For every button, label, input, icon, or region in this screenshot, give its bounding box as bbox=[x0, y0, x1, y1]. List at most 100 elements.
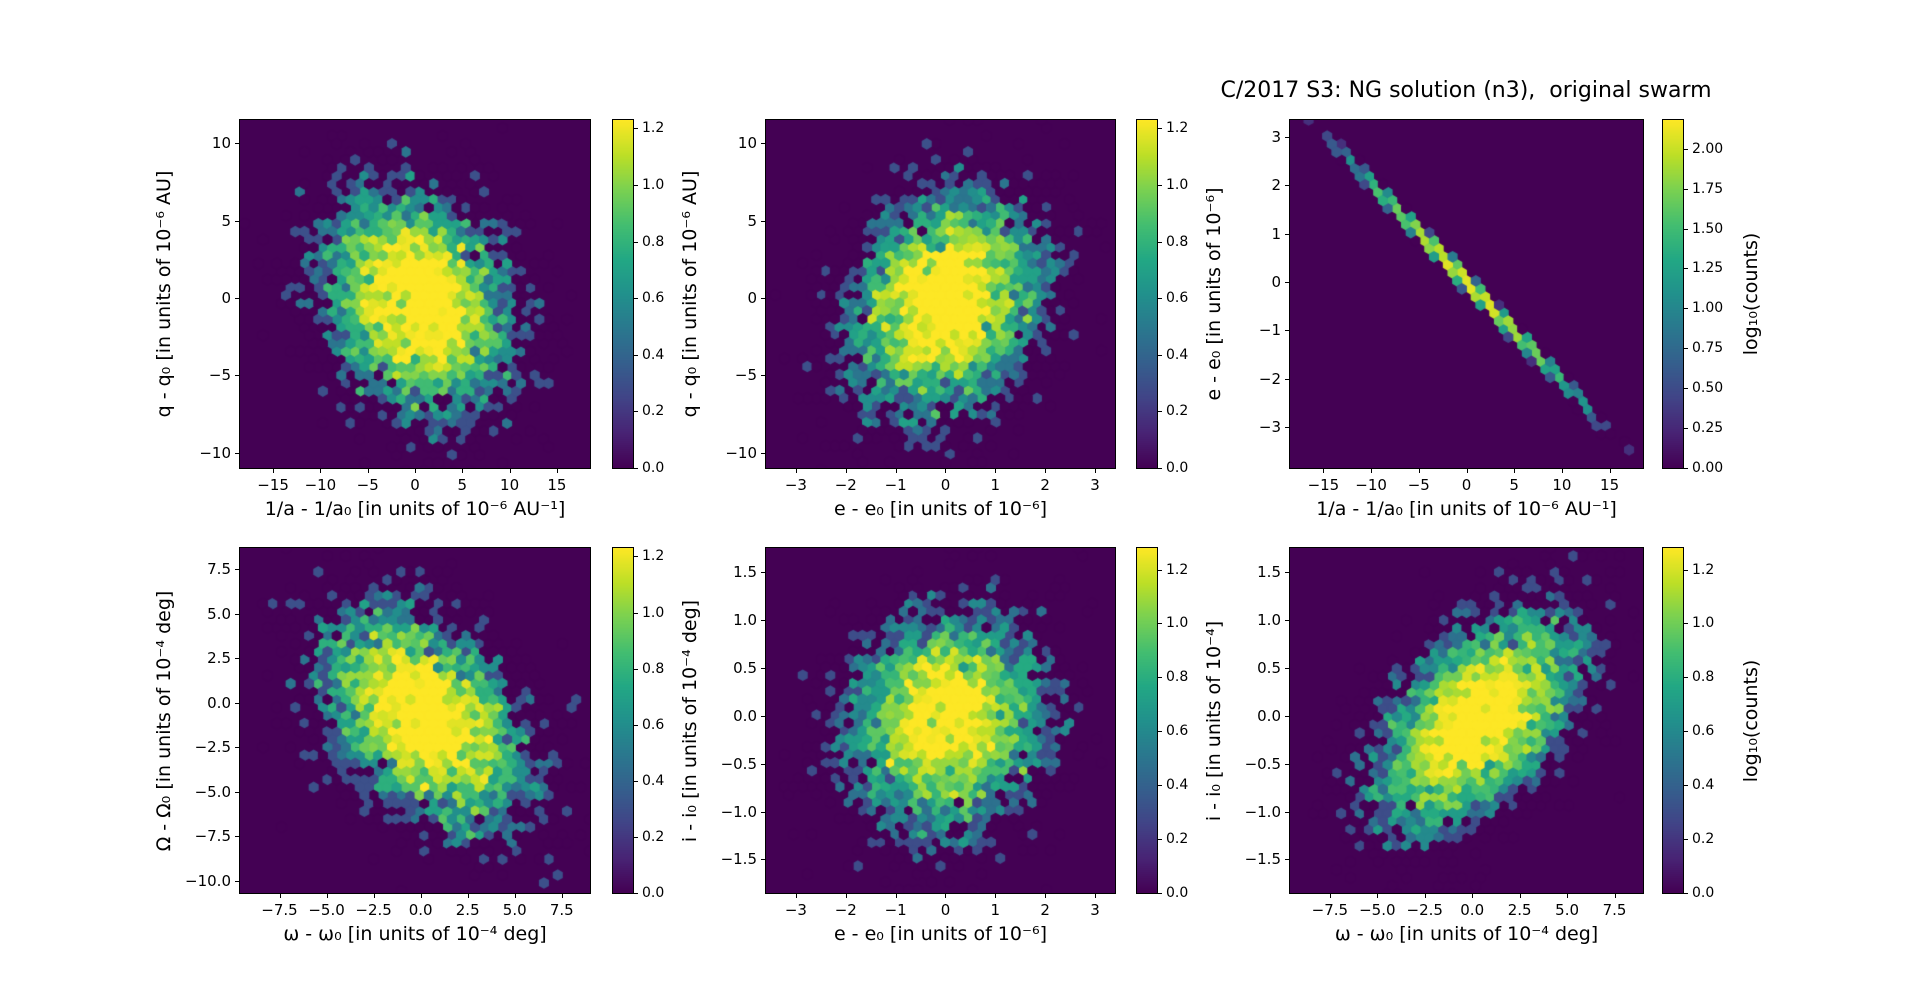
colorbar-tickmark bbox=[1683, 188, 1688, 190]
y-ticklabel: −1.5 bbox=[1244, 850, 1281, 869]
y-tickmark bbox=[761, 619, 766, 621]
y-tickmark bbox=[235, 220, 240, 222]
y-tickmark bbox=[1285, 233, 1290, 235]
x-ticklabel: 15 bbox=[547, 476, 567, 494]
hexbin-panel-q-vs-inva bbox=[239, 119, 591, 469]
colorbar-ticklabel: 1.2 bbox=[1166, 561, 1189, 578]
colorbar-gradient-q-vs-e bbox=[1137, 120, 1157, 468]
x-ticklabel: −10 bbox=[1355, 476, 1387, 494]
colorbar-ticklabel: 1.50 bbox=[1692, 220, 1724, 237]
colorbar-ticklabel: 0.50 bbox=[1692, 380, 1724, 397]
colorbar-tickmark bbox=[633, 128, 638, 130]
x-ticklabel: −10 bbox=[304, 476, 337, 494]
y-tickmark bbox=[761, 859, 766, 861]
y-ticklabel: 5 bbox=[221, 211, 231, 230]
colorbar-ticklabel: 0.2 bbox=[1692, 831, 1715, 848]
y-ticklabel: −2 bbox=[1258, 369, 1281, 388]
colorbar-ticklabel: 1.0 bbox=[642, 604, 665, 621]
x-tickmark bbox=[795, 468, 797, 473]
colorbar-tickmark bbox=[1157, 411, 1162, 413]
x-tickmark bbox=[1329, 893, 1331, 898]
x-ticklabel: 7.5 bbox=[549, 901, 574, 919]
x-ticklabel: −1 bbox=[884, 901, 907, 919]
hexbin-panel-i-vs-e bbox=[765, 547, 1116, 894]
colorbar-tickmark bbox=[1157, 185, 1162, 187]
y-ticklabel: −0.5 bbox=[1244, 754, 1281, 773]
x-ticklabel: 3 bbox=[1090, 476, 1100, 494]
x-ticklabel: −1 bbox=[884, 476, 907, 494]
colorbar-ticklabel: 0.8 bbox=[1166, 669, 1189, 686]
y-tickmark bbox=[235, 658, 240, 660]
y-ticklabel: −10 bbox=[725, 443, 757, 462]
colorbar-ticklabel: 0.2 bbox=[642, 403, 665, 420]
colorbar-ticklabel: 0.4 bbox=[642, 772, 665, 789]
colorbar-ticklabel: 1.00 bbox=[1692, 300, 1724, 317]
y-tickmark bbox=[1285, 571, 1290, 573]
y-tickmark bbox=[1285, 619, 1290, 621]
colorbar-tickmark bbox=[1157, 623, 1162, 625]
x-ticklabel: 0 bbox=[940, 476, 951, 494]
x-ticklabel: 0.0 bbox=[1460, 901, 1485, 919]
x-tickmark bbox=[945, 468, 947, 473]
colorbar-tickmark bbox=[1683, 428, 1688, 430]
colorbar-Omega-vs-omega bbox=[612, 547, 634, 894]
x-ticklabel: 5.0 bbox=[1555, 901, 1580, 919]
x-tickmark bbox=[1095, 893, 1097, 898]
x-ticklabel: −5.0 bbox=[1359, 901, 1396, 919]
x-tickmark bbox=[415, 468, 416, 473]
colorbar-tickmark bbox=[1683, 677, 1688, 679]
x-ticklabel: −2 bbox=[834, 476, 857, 494]
colorbar-ticklabel: 0.8 bbox=[642, 233, 665, 250]
colorbar-tickmark bbox=[1683, 839, 1688, 841]
colorbar-ticklabel: 1.2 bbox=[642, 548, 665, 565]
colorbar-ticklabel: 0.6 bbox=[642, 716, 665, 733]
colorbar-tickmark bbox=[633, 836, 638, 838]
x-tickmark bbox=[795, 893, 797, 898]
colorbar-ticklabel: 0.25 bbox=[1692, 420, 1724, 437]
y-ticklabel: 5.0 bbox=[207, 604, 231, 623]
colorbar-gradient-i-vs-e bbox=[1137, 548, 1157, 893]
colorbar-ticklabel: 0.8 bbox=[1692, 669, 1715, 686]
hexbin-panel-q-vs-e bbox=[765, 119, 1116, 469]
y-ticklabel: −1.5 bbox=[720, 850, 757, 869]
x-ticklabel: −3 bbox=[784, 901, 807, 919]
colorbar-tickmark bbox=[633, 612, 638, 614]
x-tickmark bbox=[1424, 893, 1426, 898]
y-ticklabel: 3 bbox=[1271, 127, 1281, 146]
x-ticklabel: −2 bbox=[834, 901, 857, 919]
x-tickmark bbox=[1095, 468, 1097, 473]
x-ticklabel: −15 bbox=[257, 476, 289, 494]
x-tickmark bbox=[995, 468, 997, 473]
x-tickmark bbox=[1323, 468, 1325, 473]
hexbin-plot-q-vs-e bbox=[766, 120, 1115, 468]
x-ticklabel: −5 bbox=[1407, 476, 1430, 494]
colorbar-ticklabel: 0.8 bbox=[1166, 233, 1189, 250]
y-ticklabel: 10 bbox=[737, 134, 757, 153]
x-axis-label-Omega-vs-omega: ω - ω₀ [in units of 10⁻⁴ deg] bbox=[283, 923, 547, 945]
y-ticklabel: −10 bbox=[199, 443, 231, 462]
colorbar-ticklabel: 1.2 bbox=[642, 120, 665, 137]
hexbin-plot-q-vs-inva bbox=[240, 120, 590, 468]
colorbar-tickmark bbox=[1157, 677, 1162, 679]
colorbar-ticklabel: 0.6 bbox=[1166, 290, 1189, 307]
x-ticklabel: 0 bbox=[940, 901, 951, 919]
colorbar-tickmark bbox=[1157, 128, 1162, 130]
y-tickmark bbox=[235, 702, 240, 704]
colorbar-tickmark bbox=[633, 780, 638, 782]
colorbar-ticklabel: 0.4 bbox=[1692, 777, 1715, 794]
x-ticklabel: −2.5 bbox=[355, 901, 392, 919]
x-tickmark bbox=[462, 468, 464, 473]
y-tickmark bbox=[1285, 763, 1290, 765]
y-tickmark bbox=[1285, 330, 1290, 332]
colorbar-tickmark bbox=[1683, 893, 1688, 894]
y-tickmark bbox=[761, 811, 766, 813]
y-tickmark bbox=[761, 763, 766, 765]
y-ticklabel: 1.5 bbox=[1257, 562, 1281, 581]
colorbar-ticklabel: 1.0 bbox=[1692, 615, 1715, 632]
colorbar-tickmark bbox=[633, 556, 638, 558]
colorbar-q-vs-inva bbox=[612, 119, 634, 469]
y-ticklabel: −1.0 bbox=[720, 802, 757, 821]
colorbar-e-vs-inva bbox=[1662, 119, 1684, 469]
y-tickmark bbox=[235, 880, 240, 882]
y-tickmark bbox=[235, 747, 240, 749]
